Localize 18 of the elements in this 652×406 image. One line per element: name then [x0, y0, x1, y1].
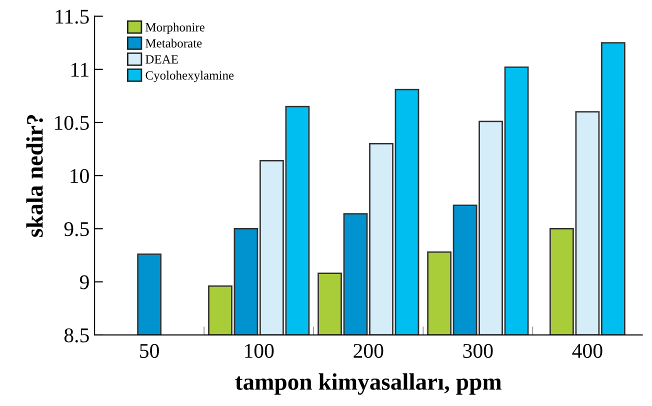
y-tick-label: 9.5: [64, 222, 89, 236]
y-tick-label: 9: [80, 275, 89, 290]
y-tick-label: 8.5: [64, 328, 89, 342]
legend-label: Metaborate: [146, 38, 202, 48]
x-tick-label: 300: [463, 344, 493, 358]
legend-label: Cyolohexylamine: [146, 70, 234, 82]
legend-label: Morphonire: [146, 22, 204, 34]
x-tick-label: 50: [140, 344, 159, 358]
x-axis-title: tampon kimyasalları, ppm: [235, 373, 502, 395]
legend-label: DEAE: [146, 55, 178, 64]
y-tick-label: 11.5: [56, 10, 89, 24]
y-tick-label: 10: [70, 168, 89, 184]
x-tick-label: 400: [572, 344, 602, 358]
y-tick-label: 11: [71, 62, 88, 77]
x-tick-label: 200: [354, 344, 384, 358]
y-axis-title: skala nedir?: [26, 115, 43, 237]
y-tick-label: 10.5: [55, 116, 89, 130]
x-tick-label: 100: [245, 344, 274, 358]
